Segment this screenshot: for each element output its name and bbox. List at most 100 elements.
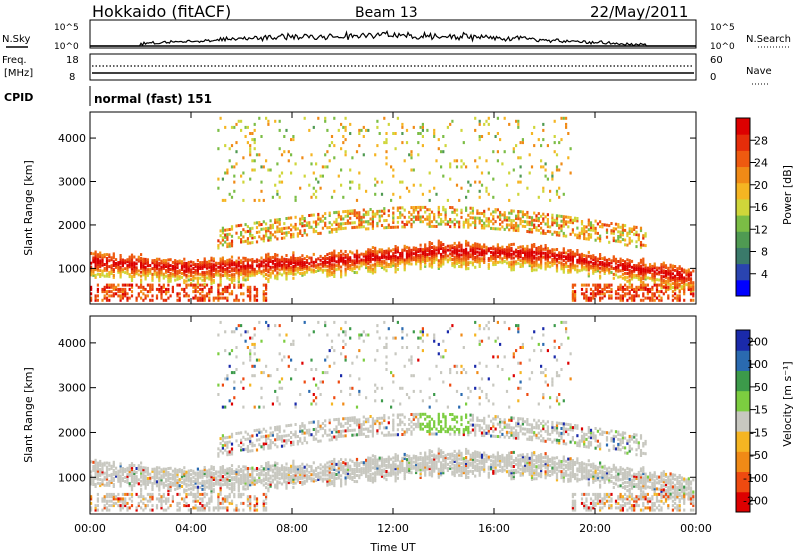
velocity-cell [217, 474, 220, 478]
power-cell [601, 262, 604, 266]
power-cell [644, 267, 647, 271]
power-cell [167, 266, 170, 270]
power-cell [412, 208, 415, 212]
power-cell [221, 236, 224, 240]
power-cell [587, 237, 590, 241]
power-cell [612, 267, 615, 270]
power-cell [440, 260, 443, 264]
power-cell [419, 132, 422, 135]
power-cell [451, 210, 454, 214]
power-cell [217, 239, 220, 243]
power-cell [555, 259, 559, 263]
velocity-cell [99, 461, 102, 465]
power-cell [308, 256, 311, 260]
power-cell [192, 263, 195, 267]
power-cell [240, 233, 243, 237]
velocity-cell [203, 506, 206, 510]
power-cell [344, 138, 347, 142]
power-cell [614, 267, 618, 271]
power-cell [653, 264, 656, 268]
power-cell [208, 287, 211, 291]
power-cell [592, 269, 595, 273]
power-cell [167, 278, 170, 281]
power-cell [574, 290, 577, 294]
velocity-cell [190, 481, 193, 485]
power-cell [419, 125, 422, 129]
power-cell [162, 259, 165, 262]
power-cell [349, 132, 352, 135]
velocity-cell [249, 497, 252, 501]
power-cell [505, 183, 509, 187]
velocity-cell [212, 484, 215, 488]
power-cell [485, 224, 488, 228]
power-cell [183, 265, 186, 269]
power-cell [274, 183, 277, 187]
power-cell [251, 267, 254, 271]
velocity-cell [162, 485, 165, 489]
power-cell [499, 250, 502, 254]
power-cell [190, 270, 193, 274]
velocity-cell [255, 479, 259, 483]
velocity-cell [240, 380, 243, 384]
velocity-cell [96, 473, 99, 477]
power-cell [646, 287, 649, 291]
velocity-cell [185, 474, 188, 478]
velocity-cell [196, 508, 199, 512]
velocity-cell [226, 436, 229, 439]
power-cell [203, 277, 206, 280]
power-cell [226, 233, 229, 237]
power-cell [219, 267, 222, 271]
power-cell [283, 222, 286, 226]
power-cell [151, 267, 154, 271]
velocity-cell [196, 473, 199, 477]
power-cell [408, 252, 411, 256]
power-cell [178, 271, 181, 275]
power-cell [540, 214, 543, 218]
power-cell [444, 245, 447, 249]
power-cell [565, 116, 568, 120]
power-cell [228, 244, 231, 248]
power-cell [592, 256, 595, 260]
power-cell [614, 296, 618, 300]
velocity-cell [274, 467, 277, 471]
power-cell [471, 243, 474, 247]
power-cell [253, 198, 256, 202]
power-cell [312, 230, 315, 234]
power-cell [349, 266, 352, 269]
power-cell [126, 270, 129, 273]
velocity-cell [224, 497, 227, 501]
power-cell [299, 229, 302, 233]
power-cell [212, 280, 215, 284]
power-cell [621, 231, 624, 234]
power-cell [319, 174, 322, 178]
power-cell [396, 246, 399, 250]
power-cell [183, 294, 186, 298]
power-cell [258, 263, 261, 267]
power-cell [274, 266, 277, 270]
velocity-cell [117, 497, 120, 501]
velocity-cell [151, 467, 154, 471]
power-cell [510, 226, 513, 230]
power-cell [244, 274, 247, 278]
velocity-cell [251, 336, 254, 340]
power-cell [417, 132, 420, 135]
power-cell [494, 253, 497, 257]
power-cell [374, 254, 377, 258]
power-cell [680, 273, 683, 277]
power-cell [465, 220, 468, 224]
power-cell [451, 244, 454, 248]
power-cell [253, 168, 256, 172]
power-cell [471, 261, 474, 265]
power-cell [292, 265, 295, 268]
power-cell [430, 210, 434, 214]
power-cell [476, 209, 479, 213]
power-cell [274, 262, 277, 266]
power-cell [533, 250, 536, 254]
power-cell [165, 292, 168, 296]
power-cell [630, 271, 634, 275]
power-cell [133, 273, 136, 277]
nsearch-tick-top: 10^5 [710, 23, 735, 33]
power-cell [321, 219, 324, 223]
power-cell [351, 226, 354, 230]
power-cell [294, 258, 297, 262]
